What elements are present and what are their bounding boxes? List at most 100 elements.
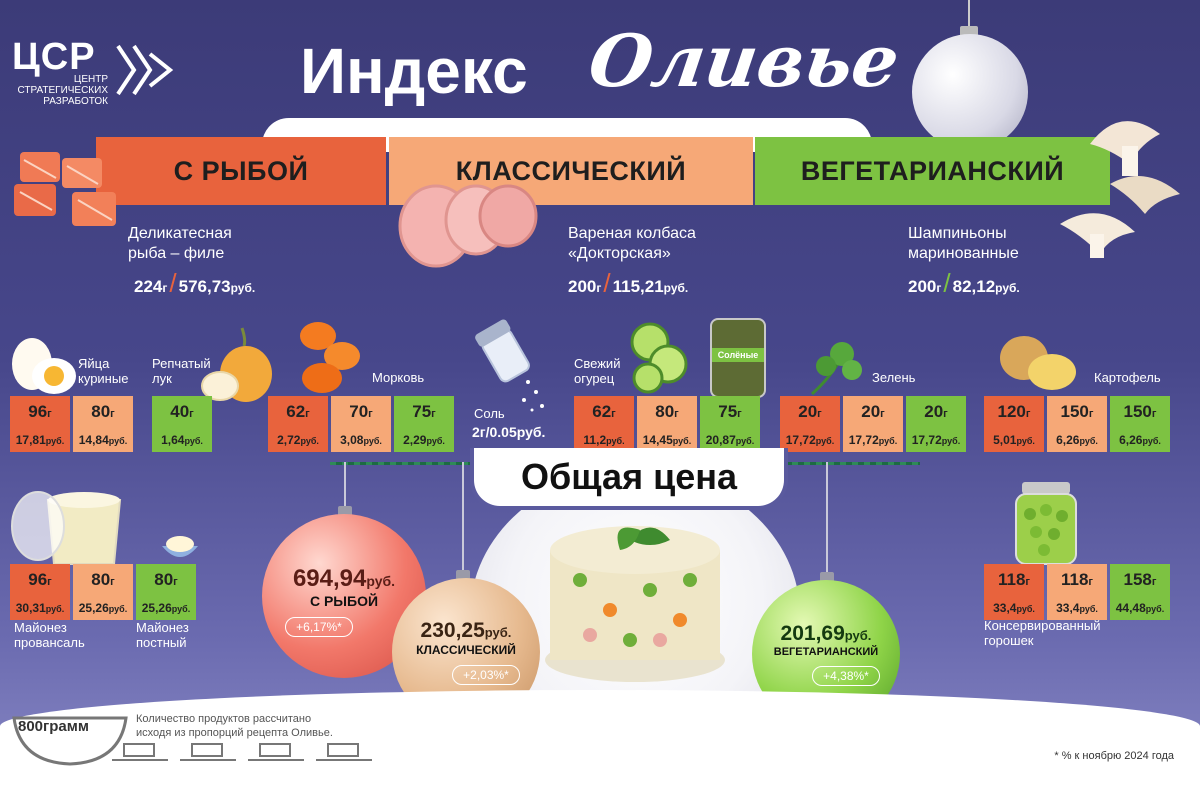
main-classic-name-line1: Вареная колбаса xyxy=(568,225,696,242)
peas-fish-price: 33,4руб. xyxy=(993,600,1035,615)
cucumber-label: Свежий огурец xyxy=(574,356,620,386)
potato-veg-price: 6,26руб. xyxy=(1119,432,1161,447)
logo-line-3: РАЗРАБОТОК xyxy=(43,96,108,107)
carrot-fish-grams: 62г xyxy=(286,401,310,421)
cucumber-classic-price: 14,45руб. xyxy=(642,432,692,447)
mayo-label-line1: Майонез xyxy=(14,620,67,635)
total-fish-price: 694,94 xyxy=(292,565,367,592)
onion-veg-grams: 40г xyxy=(170,401,194,421)
ornament-string-top xyxy=(968,0,970,30)
title-olivier: Оливье xyxy=(584,18,905,103)
footnote: * % к ноябрю 2024 года xyxy=(1054,750,1174,762)
cucumber-box-fish: 62г 11,2руб. xyxy=(574,396,634,452)
mayo-classic-grams: 80г xyxy=(91,569,115,589)
carrot-label: Морковь xyxy=(372,370,425,385)
silver-ornament-icon xyxy=(912,34,1028,150)
carrot-box-veg: 75г 2,29руб. xyxy=(394,396,454,452)
main-veg-name-line1: Шампиньоны xyxy=(908,225,1007,242)
onion-label-line1: Репчатый xyxy=(152,356,211,371)
egg-icon xyxy=(12,338,76,394)
peas-box-veg: 158г 44,48руб. xyxy=(1110,564,1170,620)
main-veg-rub: руб. xyxy=(995,281,1020,295)
potato-classic-price: 6,26руб. xyxy=(1056,432,1098,447)
eggs-label-line2: куриные xyxy=(78,371,129,386)
total-fish-pct: +6,17%* xyxy=(285,617,353,637)
eggs-label-line1: Яйца xyxy=(78,356,110,371)
eggs-fish-grams: 96г xyxy=(28,401,52,421)
main-classic-rub: руб. xyxy=(663,281,689,295)
garland-right xyxy=(780,462,920,465)
logo-line-2: СТРАТЕГИЧЕСКИХ xyxy=(17,85,108,96)
ornament-cap-classic xyxy=(456,570,470,580)
main-fish-gram-unit: г xyxy=(162,281,168,295)
total-veg-price-line: 201,69руб. xyxy=(781,622,872,646)
logo-mark: ЦСР xyxy=(12,36,96,78)
potato-veg-grams: 150г xyxy=(1123,401,1157,421)
cucumber-box-veg: 75г 20,87руб. xyxy=(700,396,760,452)
greens-veg-price: 17,72руб. xyxy=(911,432,961,447)
sausage-icon xyxy=(398,184,538,268)
main-veg-price: 82,12 xyxy=(952,277,996,296)
main-veg-name: Шампиньоны маринованные xyxy=(908,224,1019,264)
main-classic-price: 115,21 xyxy=(612,277,664,296)
carrot-box-classic: 70г 3,08руб. xyxy=(331,396,391,452)
logo-line-1: ЦЕНТР xyxy=(73,74,108,85)
ornament-string-veg xyxy=(826,462,828,574)
main-fish-price: 576,73 xyxy=(178,277,231,296)
peas-veg-grams: 158г xyxy=(1123,569,1157,589)
peas-fish-grams: 118г xyxy=(997,569,1031,589)
pickles-jar-icon: Солёные xyxy=(710,318,766,398)
proportion-note: Количество продуктов рассчитано исходя и… xyxy=(136,712,333,740)
proportion-note-line1: Количество продуктов рассчитано xyxy=(136,713,312,725)
mushroom-icon xyxy=(1060,121,1180,258)
ornament-cap-fish xyxy=(338,506,352,516)
ornament-string-fish xyxy=(344,462,346,510)
salt-label: Соль xyxy=(474,406,505,421)
main-veg-gram-unit: г xyxy=(936,281,942,295)
peas-label: Консервированный горошек xyxy=(984,618,1101,648)
cucumber-label-line2: огурец xyxy=(574,371,615,386)
proportion-note-line2: исходя из пропорций рецепта Оливье. xyxy=(136,727,333,739)
cucumber-boxes: 62г 11,2руб. 80г 14,45руб. 75г 20,87руб. xyxy=(574,396,760,452)
peas-classic-grams: 118г xyxy=(1060,569,1094,589)
greens-box-veg: 20г 17,72руб. xyxy=(906,396,966,452)
mayo-lean-label: Майонез постный xyxy=(136,620,189,650)
carrot-icon xyxy=(300,322,360,393)
main-classic-gram-unit: г xyxy=(596,281,602,295)
mayonnaise-bowl-icon xyxy=(162,536,198,557)
total-classic-pct: +2,03%* xyxy=(452,665,520,685)
eggs-box-fish: 96г 17,81руб. xyxy=(10,396,70,452)
greens-label: Зелень xyxy=(872,370,916,385)
peas-box-fish: 118г 33,4руб. xyxy=(984,564,1044,620)
potato-fish-grams: 120г xyxy=(997,401,1031,421)
mayonnaise-bucket-icon xyxy=(11,491,122,565)
cucumber-veg-grams: 75г xyxy=(718,401,742,421)
mayo-lean-veg-price: 25,26руб. xyxy=(141,600,191,615)
cucumber-classic-grams: 80г xyxy=(655,401,679,421)
onion-icon xyxy=(201,327,272,402)
eggs-classic-price: 14,84руб. xyxy=(78,432,128,447)
main-veg-grams: 200 xyxy=(908,277,937,296)
potato-box-fish: 120г 5,01руб. xyxy=(984,396,1044,452)
weight-label: 800грамм xyxy=(18,718,89,735)
main-fish-name-line1: Деликатесная xyxy=(128,225,232,242)
eggs-label: Яйца куриные xyxy=(78,356,128,386)
eggs-fish-price: 17,81руб. xyxy=(15,432,65,447)
salad-bowl-icon xyxy=(12,716,128,766)
carrot-classic-grams: 70г xyxy=(349,401,373,421)
category-fish: С РЫБОЙ xyxy=(96,137,386,205)
main-classic-name-line2: «Докторская» xyxy=(568,245,671,262)
cucumber-veg-price: 20,87руб. xyxy=(705,432,755,447)
logo-arrows-icon xyxy=(116,44,174,96)
mayo-fish-grams: 96г xyxy=(28,569,52,589)
garland-left xyxy=(330,462,470,465)
total-fish-label: С РЫБОЙ xyxy=(309,593,379,609)
carrot-veg-grams: 75г xyxy=(412,401,436,421)
main-fish-name-line2: рыба – филе xyxy=(128,245,225,262)
potato-icon xyxy=(1000,336,1076,390)
peas-boxes: 118г 33,4руб. 118г 33,4руб. 158г 44,48руб. xyxy=(984,564,1170,620)
mayo-box-fish: 96г 30,31руб. xyxy=(10,564,70,620)
onion-label: Репчатый лук xyxy=(152,356,211,386)
eggs-box-classic: 80г 14,84руб. xyxy=(73,396,133,452)
salmon-icon xyxy=(14,152,116,226)
